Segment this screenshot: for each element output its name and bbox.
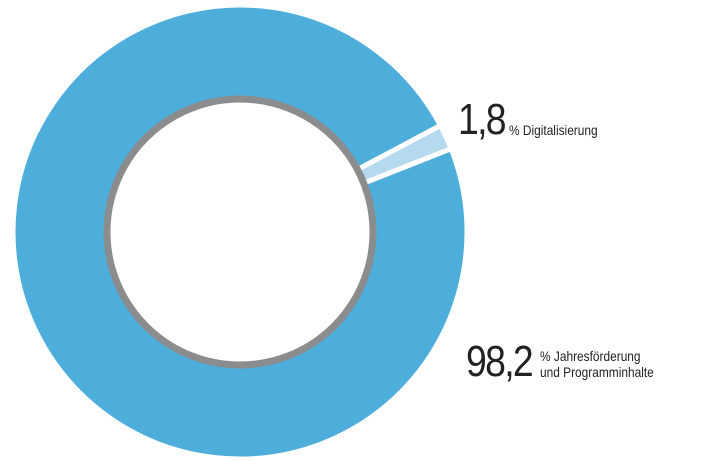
category-label: % Digitalisierung	[509, 122, 598, 138]
value-label: 98,2	[466, 337, 534, 386]
value-label: 1,8	[458, 95, 507, 144]
category-label: % Jahresförderung und Programminhalte	[539, 348, 654, 380]
inner-ring	[103, 95, 377, 369]
slice-label: 98,2% Jahresförderung und Programminhalt…	[466, 337, 680, 386]
slice-label: 1,8% Digitalisierung	[458, 95, 708, 144]
